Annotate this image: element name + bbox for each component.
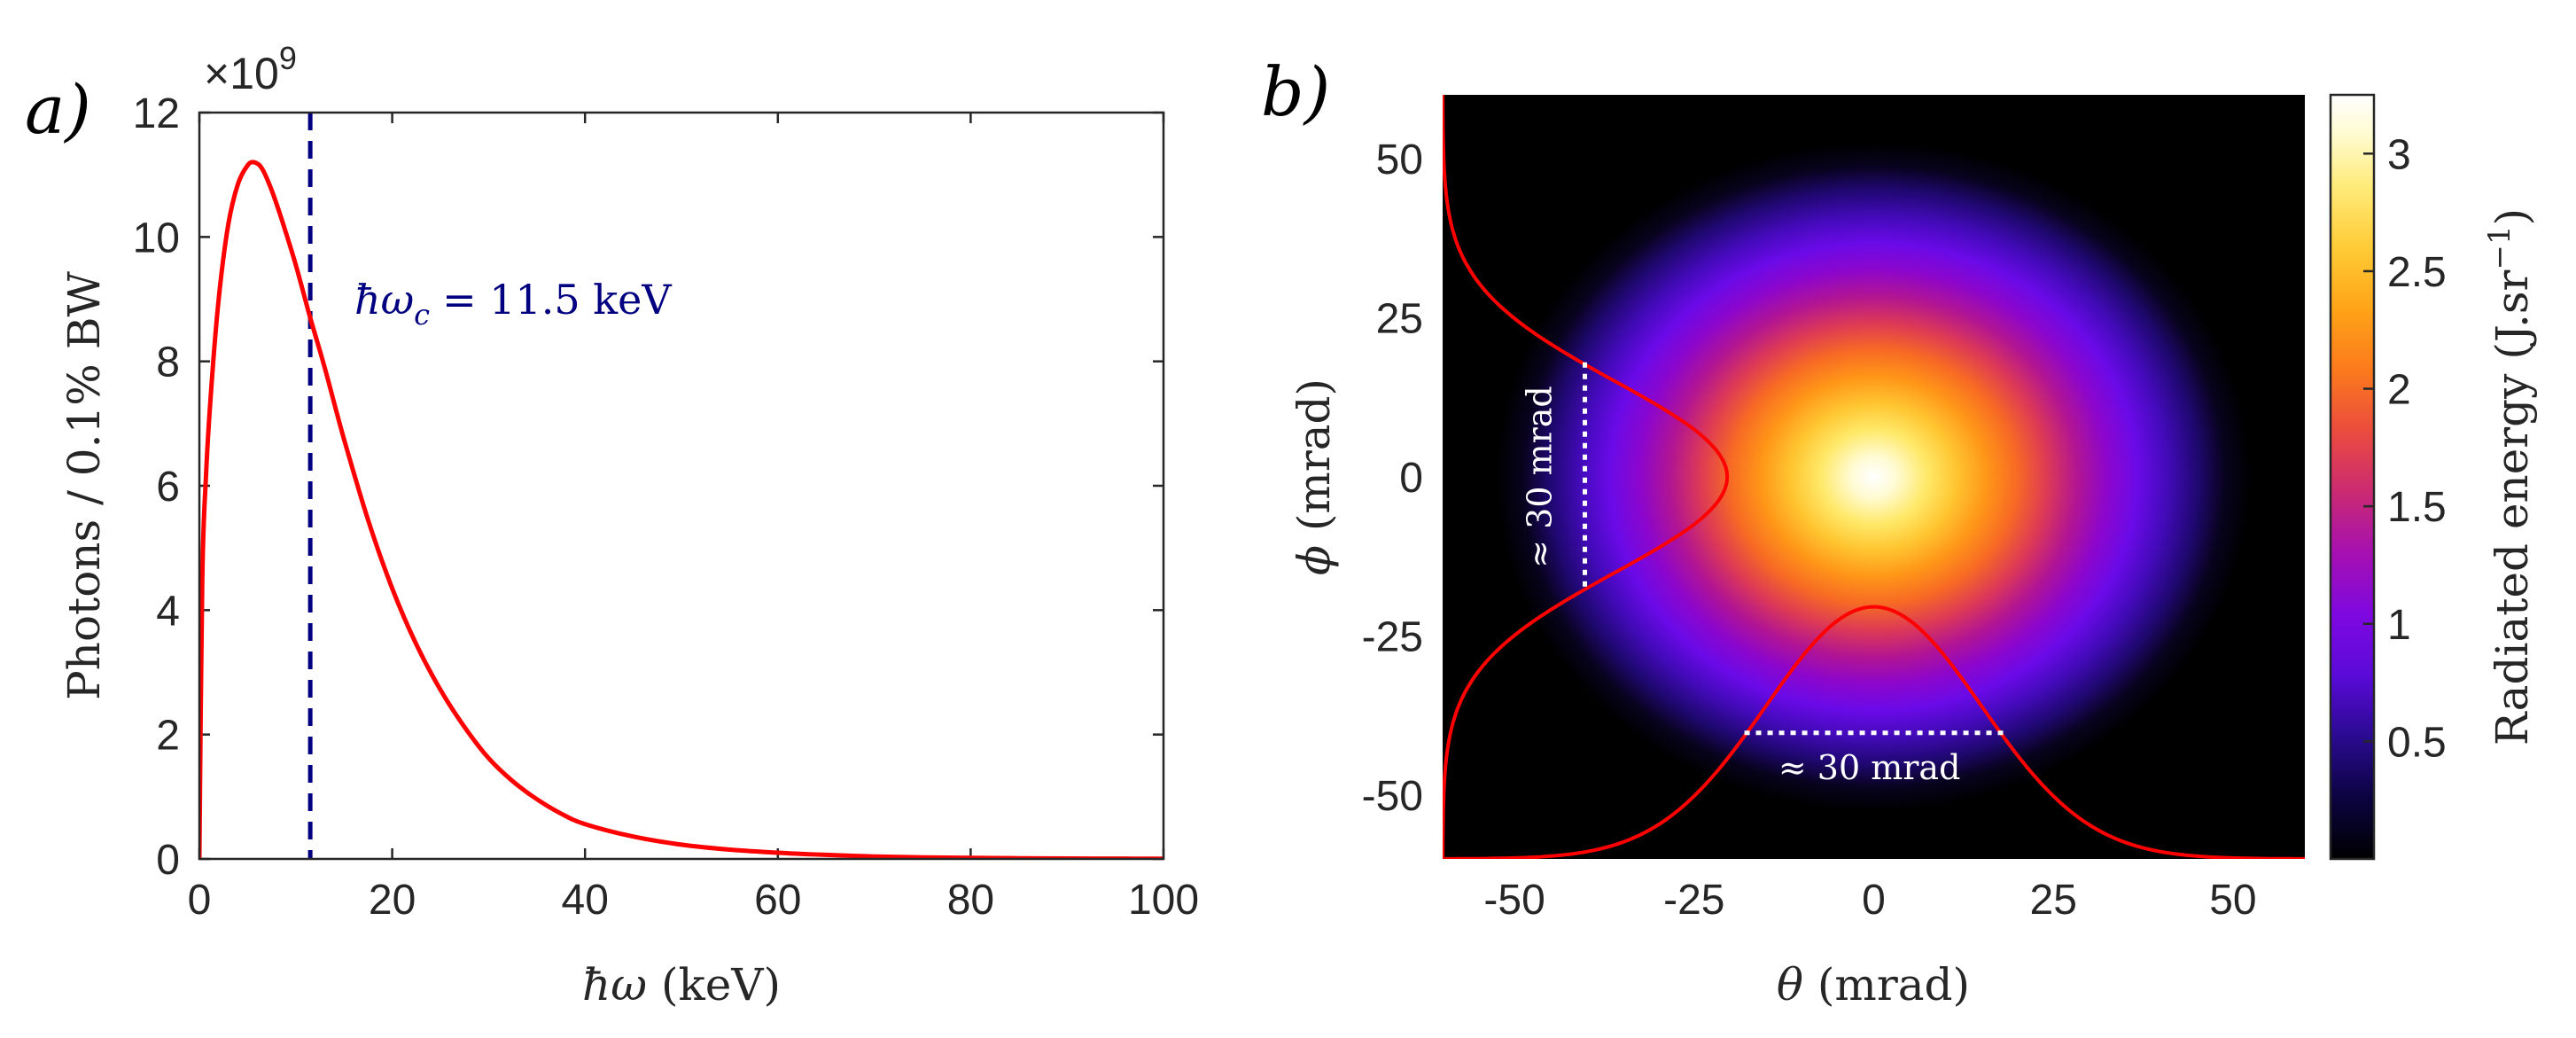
x-tick-label: 100 <box>1128 877 1199 924</box>
x-tick-label: 0 <box>188 877 212 924</box>
phi-tick-label: 50 <box>1376 137 1423 183</box>
colorbar-ticks: 0.5 1 1.5 2 2.5 3 <box>2363 131 2447 766</box>
spectrum-ticks: 0 20 40 60 80 100 0 2 4 6 8 10 12 <box>133 90 1199 924</box>
theta-tick-label: 25 <box>2030 877 2077 924</box>
y-tick-label: 0 <box>156 837 180 884</box>
colorbar-tick-label: 1.5 <box>2387 484 2447 531</box>
panel-label-b: b) <box>1261 52 1330 131</box>
colorbar-label: Radiated energy (J.sr−1) <box>2482 208 2538 745</box>
theta-tick-label: 0 <box>1862 877 1886 924</box>
panel-label-a: a) <box>25 70 91 149</box>
spectrum-frame <box>198 111 1165 861</box>
vertical-profile <box>1443 95 1730 859</box>
x-tick-label: 40 <box>562 877 609 924</box>
horizontal-width-label: ≈ 30 mrad <box>1778 748 1961 787</box>
y-tick-label: 8 <box>156 339 180 386</box>
y-tick-label: 6 <box>156 464 180 511</box>
colorbar-tick-label: 2 <box>2387 367 2411 414</box>
y-tick-label: 12 <box>133 90 180 137</box>
colorbar-frame <box>2329 93 2376 861</box>
y-tick-label: 10 <box>133 215 180 261</box>
colorbar-tick-label: 0.5 <box>2387 719 2447 766</box>
map-x-label: θ (mrad) <box>1777 959 1970 1011</box>
map-y-label: ϕ (mrad) <box>1288 379 1340 575</box>
horizontal-profile <box>1443 605 2305 859</box>
theta-tick-label: -50 <box>1483 877 1545 924</box>
theta-tick-label: -25 <box>1663 877 1724 924</box>
phi-tick-label: 25 <box>1376 295 1423 342</box>
colorbar <box>2331 95 2374 859</box>
spectrum-plot-area <box>199 113 1163 859</box>
colorbar-tick-label: 2.5 <box>2387 249 2447 296</box>
vertical-width-label: ≈ 30 mrad <box>1521 386 1560 568</box>
spectrum-x-label: ħω (keV) <box>582 959 781 1011</box>
angular-map-axes: ≈ 30 mrad ≈ 30 mrad -50 -25 0 25 50-50-25025… <box>1288 93 2538 1011</box>
phi-tick-label: -25 <box>1362 614 1423 661</box>
critical-energy-label: ħωc = 11.5 keV <box>354 276 672 332</box>
spectrum-curve <box>199 160 1163 859</box>
y-multiplier: ×109 <box>204 40 297 98</box>
colorbar-tick-label: 3 <box>2387 131 2411 178</box>
spectrum-axes: 0 20 40 60 80 100 0 2 4 6 8 10 12 ×109 ħωc = 11.5 keV… <box>58 40 1199 1011</box>
theta-tick-label: 50 <box>2209 877 2256 924</box>
y-tick-label: 4 <box>156 588 180 635</box>
phi-tick-label: -50 <box>1362 773 1423 820</box>
spectrum-y-label: Photons / 0.1% BW <box>58 271 110 700</box>
angular-map-ticks: -50 -25 0 25 50 -50 -25 0 25 50 <box>1362 137 2257 924</box>
radiation-spot <box>1496 142 2252 812</box>
phi-tick-label: 0 <box>1399 455 1423 502</box>
x-tick-label: 20 <box>369 877 416 924</box>
colorbar-tick-label: 1 <box>2387 602 2411 649</box>
x-tick-label: 80 <box>947 877 994 924</box>
y-tick-label: 2 <box>156 713 180 760</box>
x-tick-label: 60 <box>754 877 801 924</box>
